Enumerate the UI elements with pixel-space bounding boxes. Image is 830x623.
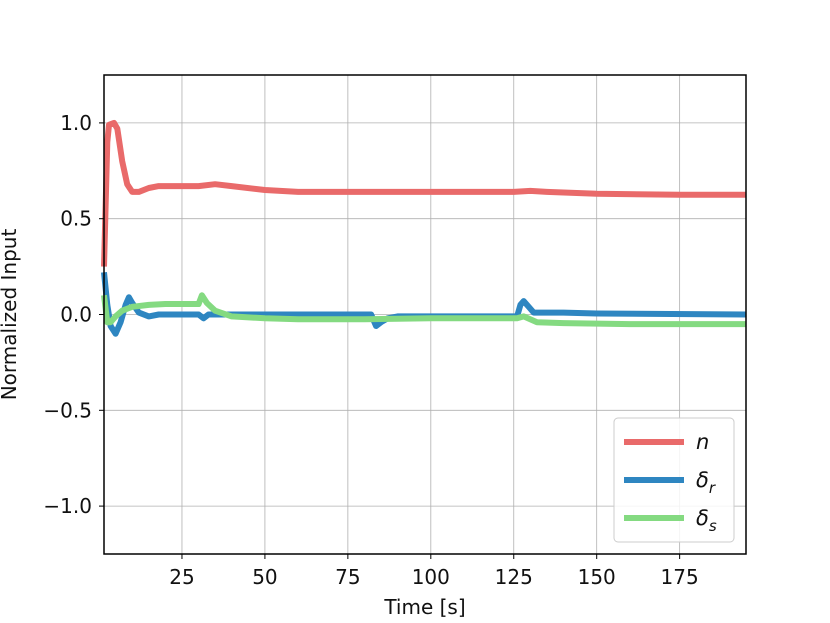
x-tick-label: 25 — [169, 565, 194, 589]
legend-label-subscript: r — [709, 479, 716, 497]
x-axis-label: Time [s] — [383, 595, 465, 619]
y-tick-label: 0.5 — [60, 207, 92, 231]
y-tick-label: −0.5 — [43, 398, 92, 422]
y-axis-ticks: 1.0 0.5 0.0 −0.5 −1.0 — [43, 111, 104, 518]
x-tick-label: 150 — [578, 565, 616, 589]
series-line-0 — [101, 119, 746, 267]
x-tick-label: 50 — [252, 565, 277, 589]
series-line-2 — [101, 292, 746, 328]
x-tick-label: 175 — [661, 565, 699, 589]
y-tick-label: −1.0 — [43, 494, 92, 518]
legend-label-base: δ — [696, 506, 709, 530]
y-tick-label: 0.0 — [60, 303, 92, 327]
legend-label-base: δ — [696, 468, 709, 492]
series-lines — [101, 119, 747, 337]
x-tick-label: 100 — [412, 565, 450, 589]
legend-label: δr — [696, 468, 716, 497]
legend-label-base: n — [696, 430, 709, 454]
legend-label: n — [696, 430, 709, 454]
legend-label: δs — [696, 506, 717, 535]
x-tick-label: 75 — [335, 565, 360, 589]
legend-label-subscript: s — [709, 517, 717, 535]
x-axis-ticks: 25 50 75 100 125 150 175 — [169, 554, 699, 589]
y-axis-label: Normalized Input — [0, 229, 21, 401]
x-tick-label: 125 — [495, 565, 533, 589]
y-tick-label: 1.0 — [60, 111, 92, 135]
